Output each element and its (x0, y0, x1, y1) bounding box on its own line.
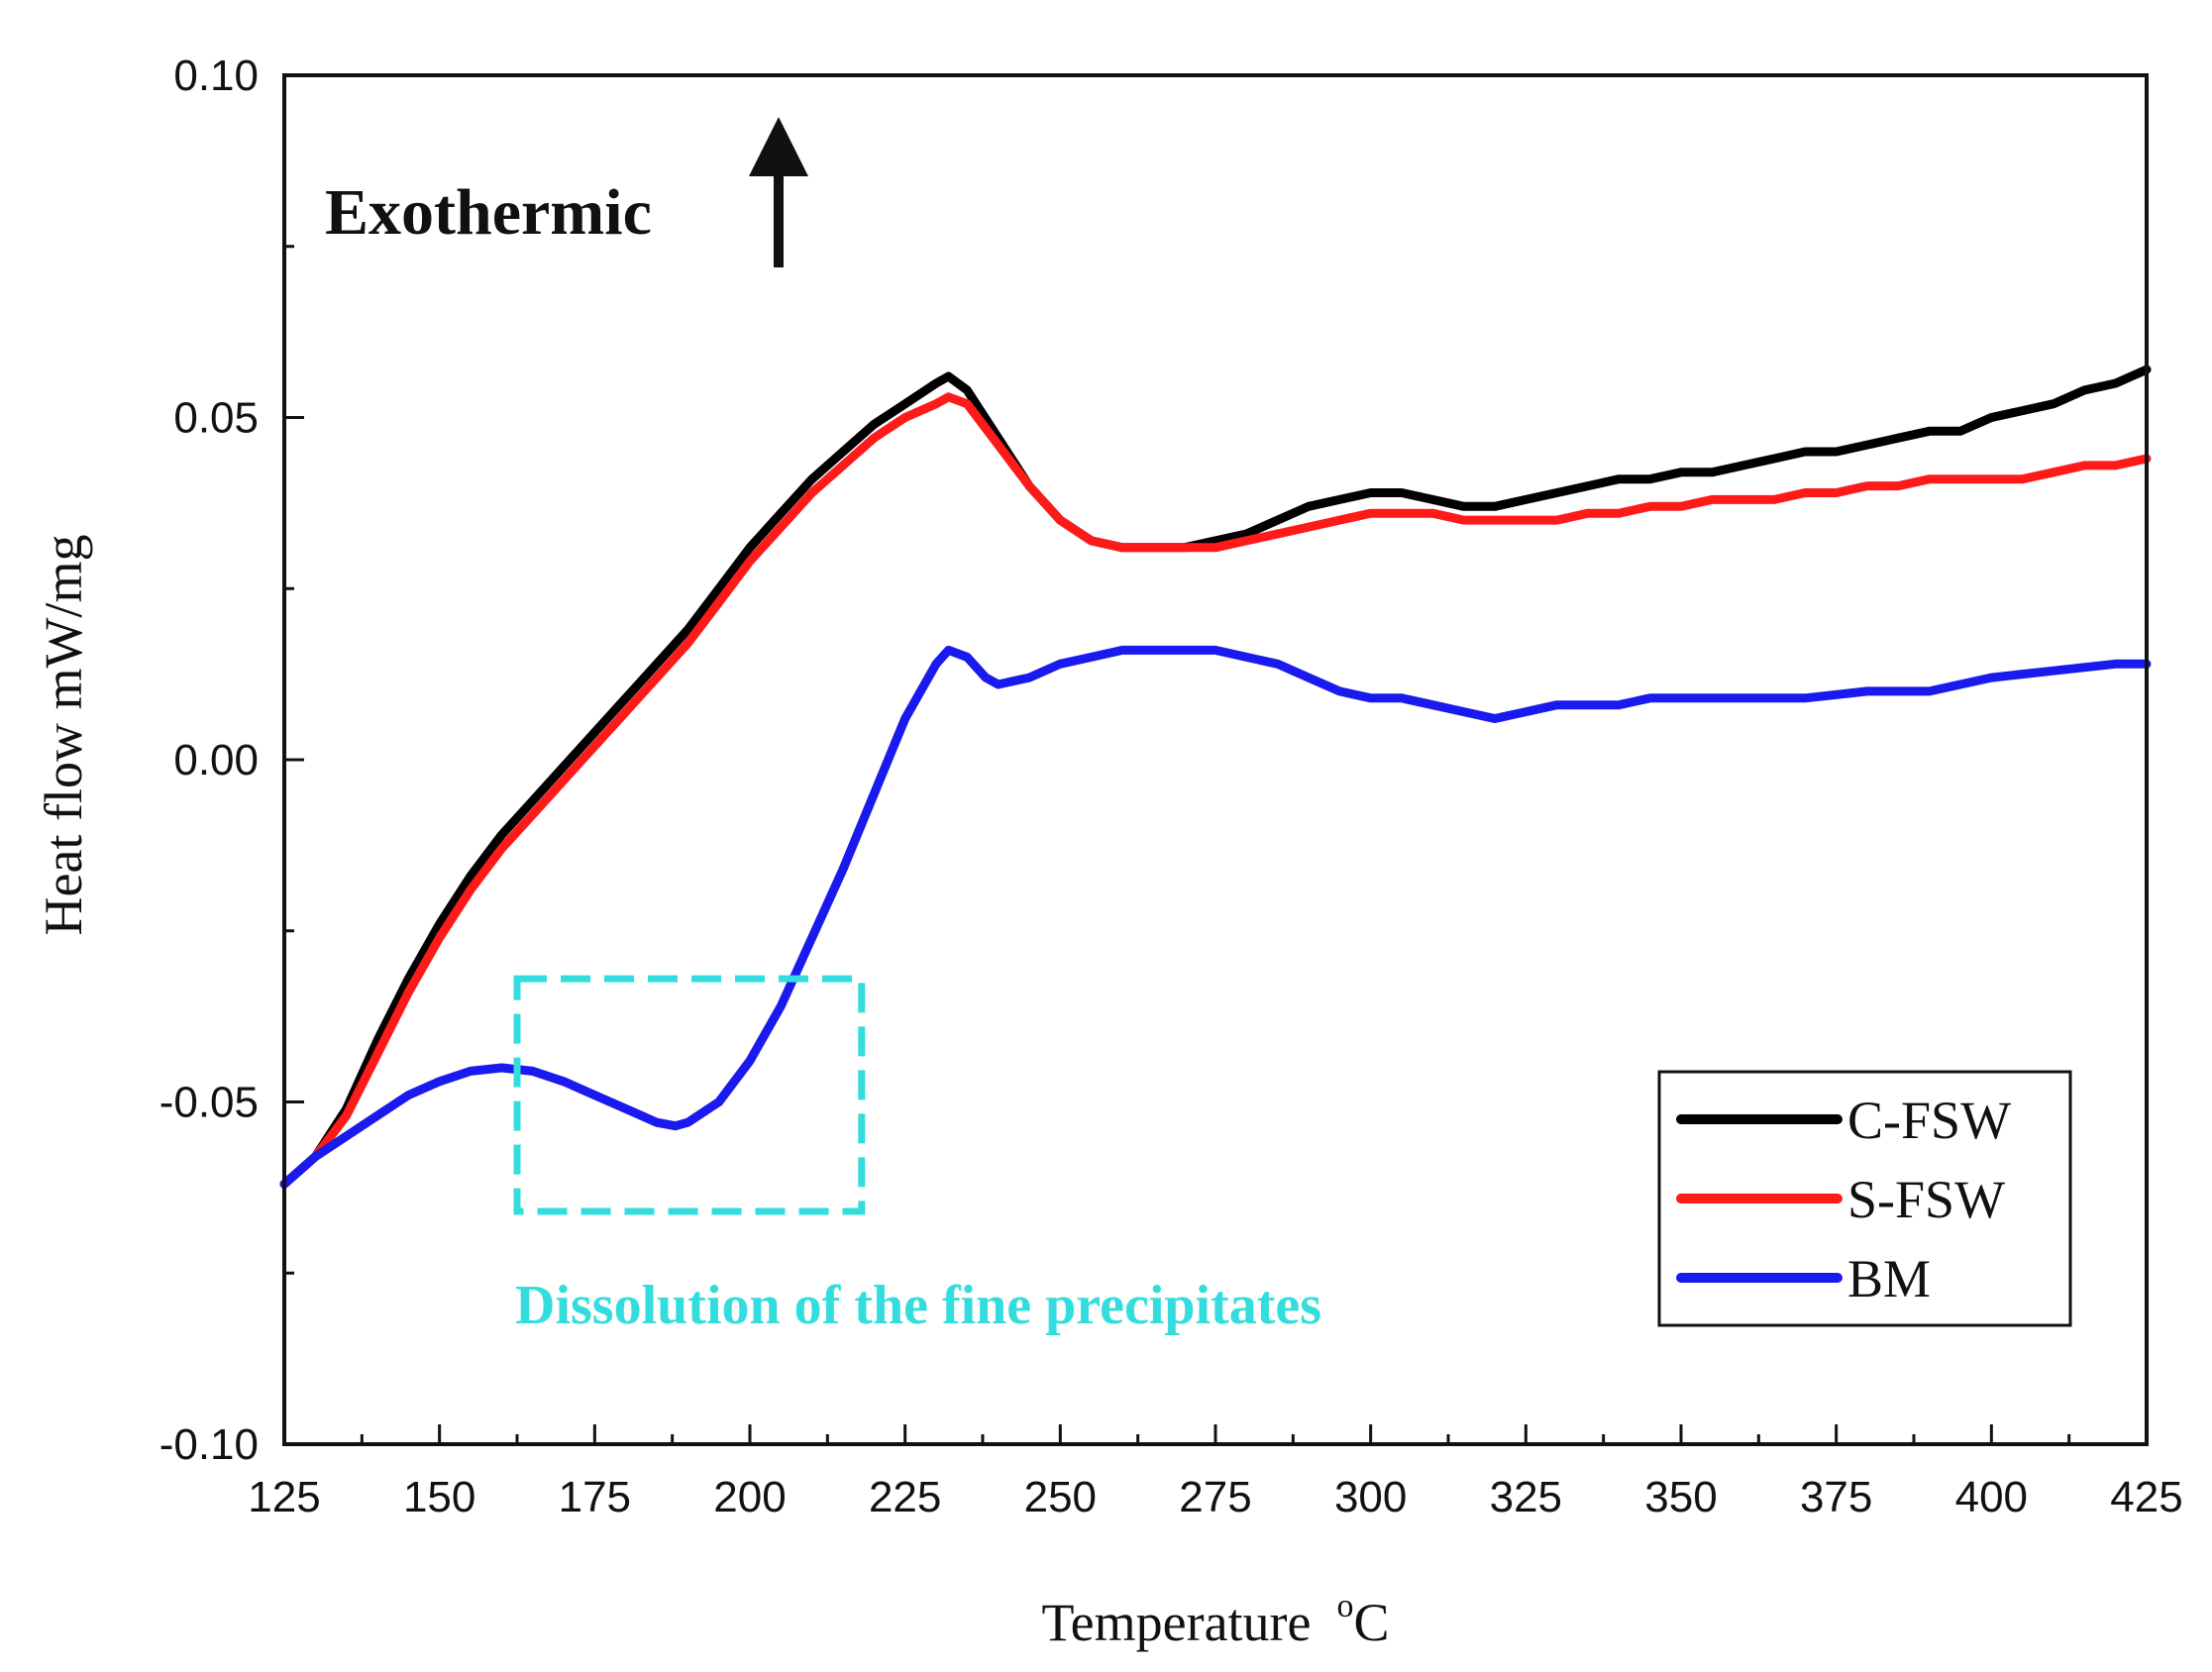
series-line-bm (279, 645, 2152, 1189)
exothermic-arrow-icon (749, 117, 808, 267)
x-tick-label: 225 (869, 1473, 941, 1521)
y-axis: -0.10 -0.05 0.00 0.05 0.10 (159, 52, 304, 1469)
legend-label-bm: BM (1847, 1249, 1931, 1308)
exothermic-label: Exothermic (325, 176, 652, 249)
x-tick-label: 300 (1334, 1473, 1407, 1521)
x-tick-label: 400 (1955, 1473, 2028, 1521)
x-tick-label: 375 (1800, 1473, 1872, 1521)
x-tick-label: 425 (2110, 1473, 2182, 1521)
legend: C-FSW S-FSW BM (1657, 1070, 2072, 1327)
dissolution-region-box (513, 975, 866, 1215)
y-tick-label: 0.00 (173, 736, 259, 784)
y-tick-label: -0.10 (159, 1420, 259, 1469)
legend-label-s-fsw: S-FSW (1847, 1170, 2005, 1229)
y-axis-title: Heat flow mW/mg (34, 535, 93, 936)
x-axis-unit: C (1354, 1593, 1390, 1652)
x-tick-label: 325 (1490, 1473, 1562, 1521)
x-axis-title: Temperature oC (1041, 1588, 1389, 1652)
x-tick-label: 350 (1644, 1473, 1717, 1521)
dissolution-region-label: Dissolution of the fine precipitates (515, 1275, 1321, 1336)
x-axis-title-text: Temperature (1041, 1593, 1311, 1652)
y-tick-label: 0.10 (173, 52, 259, 100)
x-tick-label: 175 (559, 1473, 631, 1521)
series-line-s-fsw (279, 392, 2152, 1189)
legend-items: C-FSW S-FSW BM (1676, 1091, 2011, 1308)
y-tick-label: -0.05 (159, 1079, 259, 1127)
x-axis-unit-sup: o (1337, 1588, 1354, 1624)
legend-label-c-fsw: C-FSW (1847, 1091, 2011, 1150)
x-tick-label: 125 (248, 1473, 320, 1521)
exothermic-arrow-head (749, 117, 808, 176)
series-layer (279, 365, 2152, 1189)
x-axis: 125 150 175 200 225 250 275 300 325 350 375 400 425 (248, 1424, 2183, 1521)
x-tick-label: 150 (403, 1473, 475, 1521)
x-tick-label: 275 (1179, 1473, 1251, 1521)
x-tick-label: 250 (1024, 1473, 1097, 1521)
x-tick-label: 200 (713, 1473, 786, 1521)
y-tick-label: 0.05 (173, 394, 259, 443)
